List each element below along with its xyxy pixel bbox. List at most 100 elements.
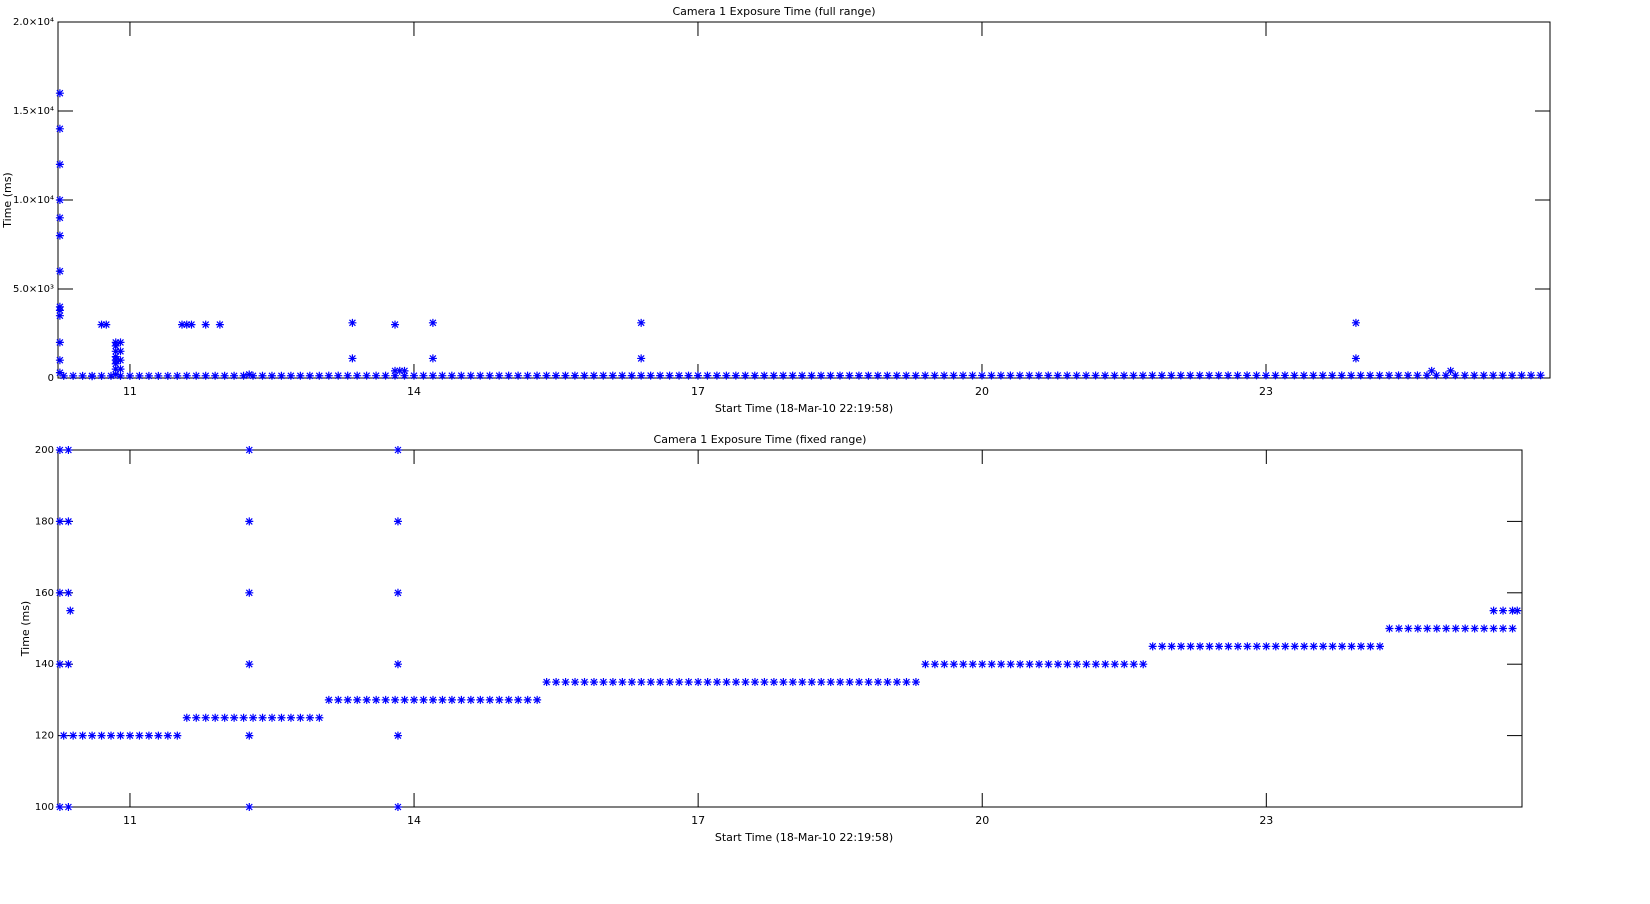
point (1243, 371, 1252, 380)
point (1351, 318, 1360, 327)
point (864, 371, 873, 380)
point (1403, 371, 1412, 380)
point (845, 371, 854, 380)
point (1034, 371, 1043, 380)
point (656, 371, 665, 380)
point (1432, 371, 1441, 380)
point (1290, 371, 1299, 380)
point (571, 678, 580, 687)
x-axis-label: Start Time (18-Mar-10 22:19:58) (715, 831, 893, 844)
point (1498, 371, 1507, 380)
point (111, 347, 120, 356)
point (1129, 660, 1138, 669)
point (1489, 606, 1498, 615)
point (684, 678, 693, 687)
point (1423, 624, 1432, 633)
point (372, 695, 381, 704)
point (1394, 624, 1403, 633)
point (192, 371, 201, 380)
point (348, 318, 357, 327)
point (1196, 642, 1205, 651)
point (381, 371, 390, 380)
point (855, 678, 864, 687)
point (1347, 371, 1356, 380)
point (1351, 354, 1360, 363)
point (1224, 371, 1233, 380)
point (393, 446, 402, 454)
point (1214, 642, 1223, 651)
x-tick-label: 23 (1259, 814, 1273, 827)
point (798, 371, 807, 380)
point (1299, 371, 1308, 380)
point (1243, 642, 1252, 651)
point (178, 320, 187, 329)
point (428, 318, 437, 327)
point (111, 341, 120, 350)
point (1375, 371, 1384, 380)
y-tick-label: 1.0×10⁴ (13, 195, 54, 206)
point (1404, 624, 1413, 633)
point (930, 371, 939, 380)
point (750, 678, 759, 687)
point (1025, 660, 1034, 669)
point (1328, 642, 1337, 651)
point (372, 371, 381, 380)
point (393, 731, 402, 740)
point (315, 371, 324, 380)
point (393, 660, 402, 669)
point (1016, 660, 1025, 669)
point (665, 678, 674, 687)
point (1300, 642, 1309, 651)
point (220, 371, 229, 380)
point (55, 368, 64, 377)
point (1139, 660, 1148, 669)
point (59, 371, 68, 380)
point (55, 231, 64, 240)
point (245, 731, 254, 740)
point (1480, 624, 1489, 633)
point (428, 354, 437, 363)
point (353, 695, 362, 704)
point (599, 678, 608, 687)
point (343, 371, 352, 380)
point (428, 371, 437, 380)
y-axis-label: Time (ms) (1, 172, 14, 228)
point (305, 371, 314, 380)
point (675, 678, 684, 687)
point (514, 371, 523, 380)
x-tick-label: 11 (123, 814, 137, 827)
point (1356, 371, 1365, 380)
point (1129, 371, 1138, 380)
point (1338, 642, 1347, 651)
point (760, 371, 769, 380)
point (836, 678, 845, 687)
point (163, 731, 172, 740)
point (201, 713, 210, 722)
point (1357, 642, 1366, 651)
point (249, 713, 258, 722)
point (665, 371, 674, 380)
point (286, 371, 295, 380)
point (1499, 624, 1508, 633)
plot-frame (57, 449, 1523, 808)
x-tick-label: 11 (123, 385, 137, 398)
chart-title: Camera 1 Exposure Time (fixed range) (654, 433, 867, 446)
point (523, 371, 532, 380)
point (703, 371, 712, 380)
point (64, 517, 73, 526)
y-tick-label: 5.0×10³ (13, 284, 54, 295)
point (807, 371, 816, 380)
plot-frame (57, 21, 1551, 379)
point (116, 338, 125, 347)
point (457, 695, 466, 704)
y-tick-label: 160 (35, 588, 54, 599)
point (64, 588, 73, 597)
point (438, 371, 447, 380)
point (1053, 371, 1062, 380)
point (1035, 660, 1044, 669)
point (1499, 606, 1508, 615)
point (395, 366, 404, 375)
point (552, 678, 561, 687)
point (1148, 642, 1157, 651)
